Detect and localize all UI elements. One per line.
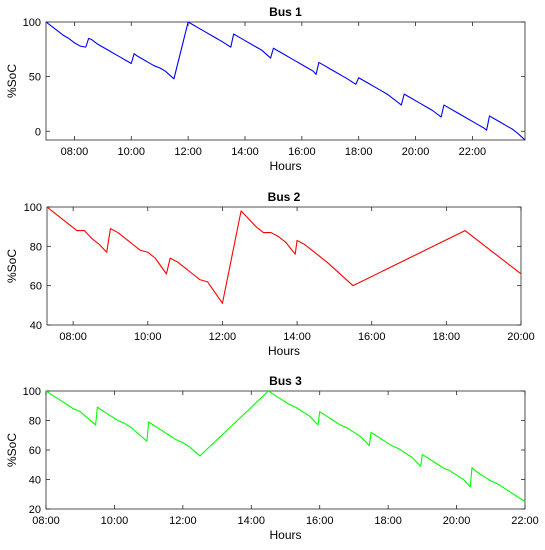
y-tick-label: 60 xyxy=(29,445,41,457)
x-tick-label: 16:00 xyxy=(288,146,316,158)
bus-2-chart: Bus 2 Hours %SoC 08:00 10:00 12:00 14:00 16:… xyxy=(5,190,535,358)
x-tick-label: 08:00 xyxy=(59,331,87,343)
x-tick-label: 18:00 xyxy=(433,331,461,343)
y-tick-label: 20 xyxy=(29,504,41,516)
x-tick-label: 20:00 xyxy=(402,146,430,158)
y-tick-label: 80 xyxy=(30,241,42,253)
plot-frame xyxy=(46,206,522,326)
y-axis-label: %SoC xyxy=(5,249,19,283)
x-tick-label: 10:00 xyxy=(101,515,129,527)
bus-3-chart: Bus 3 Hours %SoC 08:00 10:00 12:00 14:00 16:… xyxy=(5,374,539,542)
x-tick-label: 10:00 xyxy=(118,146,146,158)
x-tick-label: 12:00 xyxy=(174,146,202,158)
bus-1-chart: Bus 1 Hours %SoC 08:00 10:00 12:00 14:00 16:… xyxy=(5,5,526,173)
x-axis-label: Hours xyxy=(268,344,300,358)
y-tick-label: 40 xyxy=(29,475,41,487)
chart-title: Bus 3 xyxy=(269,374,302,388)
y-axis-label: %SoC xyxy=(5,433,19,467)
x-tick-label: 12:00 xyxy=(169,515,197,527)
x-tick-label: 18:00 xyxy=(374,515,402,527)
x-tick-label: 22:00 xyxy=(459,146,487,158)
x-tick-label: 14:00 xyxy=(231,146,259,158)
plot-frame xyxy=(45,390,526,510)
soc-series-line xyxy=(45,21,526,141)
x-tick-label: 14:00 xyxy=(238,515,266,527)
soc-series-line xyxy=(46,206,522,304)
chart-title: Bus 1 xyxy=(269,5,302,19)
x-tick-label: 20:00 xyxy=(443,515,471,527)
y-axis-label: %SoC xyxy=(5,64,19,98)
x-tick-label: 16:00 xyxy=(358,331,386,343)
x-tick-label: 08:00 xyxy=(61,146,89,158)
y-tick-label: 50 xyxy=(29,72,41,84)
x-tick-label: 22:00 xyxy=(511,515,539,527)
y-tick-label: 100 xyxy=(23,386,41,398)
plot-frame xyxy=(45,21,526,141)
x-tick-label: 18:00 xyxy=(345,146,373,158)
y-tick-label: 0 xyxy=(35,126,41,138)
y-tick-label: 80 xyxy=(29,416,41,428)
x-axis-label: Hours xyxy=(269,159,301,173)
y-tick-label: 100 xyxy=(23,17,41,29)
soc-series-line xyxy=(45,390,526,503)
x-tick-label: 12:00 xyxy=(209,331,237,343)
x-axis-label: Hours xyxy=(269,528,301,542)
x-tick-label: 10:00 xyxy=(134,331,162,343)
x-tick-label: 14:00 xyxy=(283,331,311,343)
x-tick-label: 16:00 xyxy=(306,515,334,527)
y-tick-label: 100 xyxy=(24,202,42,214)
x-tick-label: 08:00 xyxy=(32,515,60,527)
y-tick-label: 60 xyxy=(30,281,42,293)
y-tick-label: 40 xyxy=(30,320,42,332)
x-tick-label: 20:00 xyxy=(507,331,535,343)
chart-title: Bus 2 xyxy=(268,190,301,204)
